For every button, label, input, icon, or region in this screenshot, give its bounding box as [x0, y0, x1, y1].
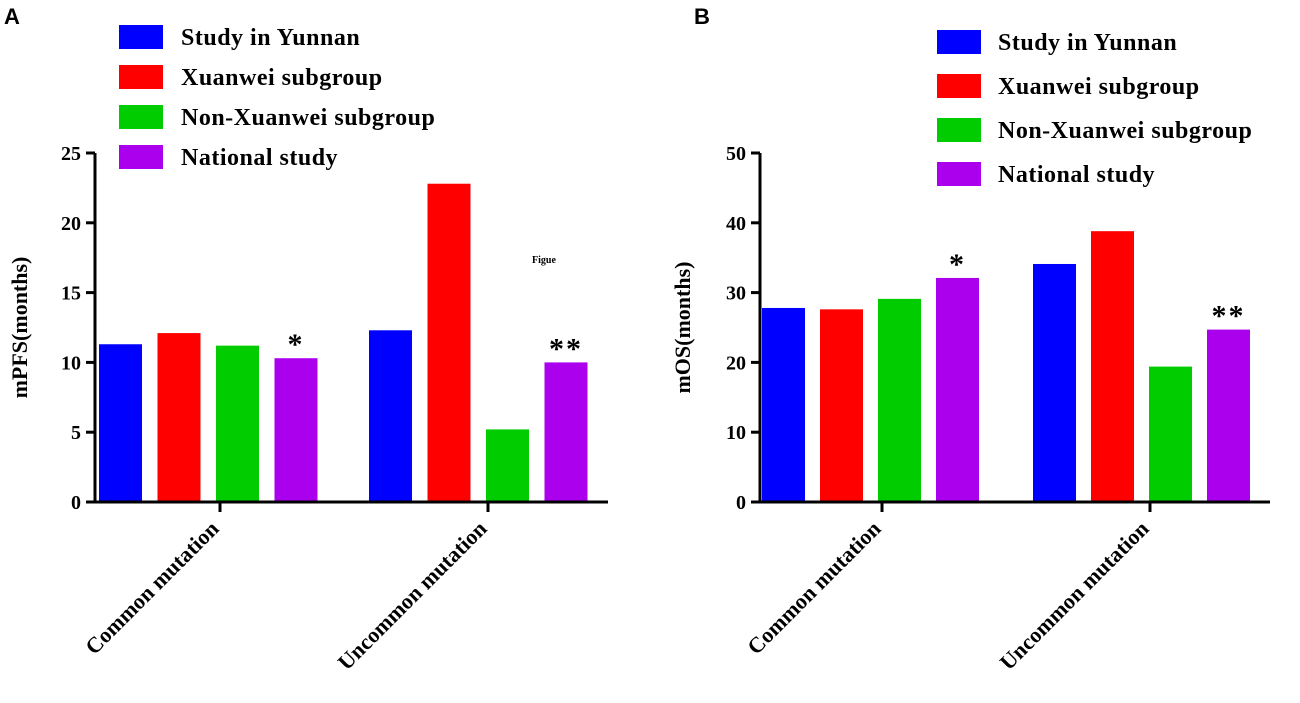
legend-label-study-in-yunnan: Study in Yunnan [181, 25, 360, 51]
y-axis-label-a: mPFS(months) [7, 257, 32, 399]
significance-marker-uncommon: ** [549, 332, 583, 365]
bar-national-study-uncommon [544, 362, 588, 502]
bar-xuanwei-subgroup-common [820, 309, 863, 502]
legend-label-non-xuanwei-subgroup: Non-Xuanwei subgroup [181, 105, 435, 131]
bars-b [762, 231, 1250, 502]
stray-note-text: Figue [532, 255, 556, 266]
legend-swatch-national-study [119, 145, 163, 169]
y-tick-label: 30 [726, 283, 746, 305]
legend-label-study-in-yunnan: Study in Yunnan [998, 30, 1177, 56]
axes-a: 0 5 10 15 20 25 [61, 143, 608, 514]
legend-label-xuanwei-subgroup: Xuanwei subgroup [181, 65, 383, 91]
bar-non-xuanwei-subgroup-common [878, 298, 921, 502]
panel-letter-a: A [4, 4, 20, 29]
y-tick-label: 10 [61, 352, 81, 374]
y-tick-label: 20 [61, 213, 81, 235]
legend-swatch-non-xuanwei-subgroup [119, 105, 163, 129]
legend-label-non-xuanwei-subgroup: Non-Xuanwei subgroup [998, 118, 1252, 144]
bars-a [99, 183, 588, 502]
legend-swatch-xuanwei-subgroup [937, 74, 981, 98]
significance-marker-uncommon: ** [1212, 300, 1246, 333]
bar-xuanwei-subgroup-common [157, 333, 201, 502]
bar-non-xuanwei-subgroup-common [216, 345, 259, 502]
y-tick-label: 0 [736, 492, 746, 514]
bar-national-study-common [274, 358, 318, 502]
legend-swatch-non-xuanwei-subgroup [937, 118, 981, 142]
y-tick-label: 15 [61, 283, 81, 305]
panel-letter-b: B [694, 4, 710, 29]
legend-swatch-study-in-yunnan [937, 30, 981, 54]
x-category-label-uncommon: Uncommon mutation [995, 516, 1154, 675]
legend-label-national-study: National study [181, 145, 338, 171]
bar-non-xuanwei-subgroup-uncommon [486, 429, 529, 502]
x-category-label-common: Common mutation [742, 516, 885, 659]
y-tick-label: 25 [61, 143, 81, 165]
significance-marker-common: * [288, 328, 305, 361]
bar-study-in-yunnan-uncommon [1033, 263, 1076, 502]
legend-label-national-study: National study [998, 162, 1155, 188]
bar-xuanwei-subgroup-uncommon [1091, 231, 1134, 502]
panel-B: B Study in Yunnan Xuanwei subgroup Non-Xuan… [670, 4, 1270, 675]
y-tick-label: 10 [726, 422, 746, 444]
panel-A: A Study in Yunnan Xuanwei subgroup Non-Xuan… [4, 4, 608, 675]
legend-b: Study in Yunnan Xuanwei subgroup Non-Xuanw… [937, 30, 1252, 188]
legend-label-xuanwei-subgroup: Xuanwei subgroup [998, 74, 1200, 100]
legend-a: Study in Yunnan Xuanwei subgroup Non-Xuanw… [119, 25, 435, 171]
y-tick-label: 40 [726, 213, 746, 235]
x-category-label-common: Common mutation [80, 516, 223, 659]
bar-national-study-uncommon [1207, 329, 1250, 502]
bar-non-xuanwei-subgroup-uncommon [1149, 366, 1192, 502]
x-category-label-uncommon: Uncommon mutation [333, 516, 492, 675]
axes-b: 0 10 20 30 40 50 [726, 143, 1270, 514]
legend-swatch-xuanwei-subgroup [119, 65, 163, 89]
bar-xuanwei-subgroup-uncommon [427, 183, 471, 502]
bar-study-in-yunnan-uncommon [369, 330, 412, 502]
y-tick-label: 50 [726, 143, 746, 165]
bar-study-in-yunnan-common [762, 307, 805, 502]
significance-marker-common: * [949, 248, 966, 281]
legend-swatch-national-study [937, 162, 981, 186]
y-tick-label: 20 [726, 352, 746, 374]
bar-national-study-common [936, 277, 979, 502]
y-tick-label: 5 [71, 422, 81, 444]
y-axis-label-b: mOS(months) [670, 261, 695, 393]
legend-swatch-study-in-yunnan [119, 25, 163, 49]
y-tick-label: 0 [71, 492, 81, 514]
bar-study-in-yunnan-common [99, 344, 142, 502]
